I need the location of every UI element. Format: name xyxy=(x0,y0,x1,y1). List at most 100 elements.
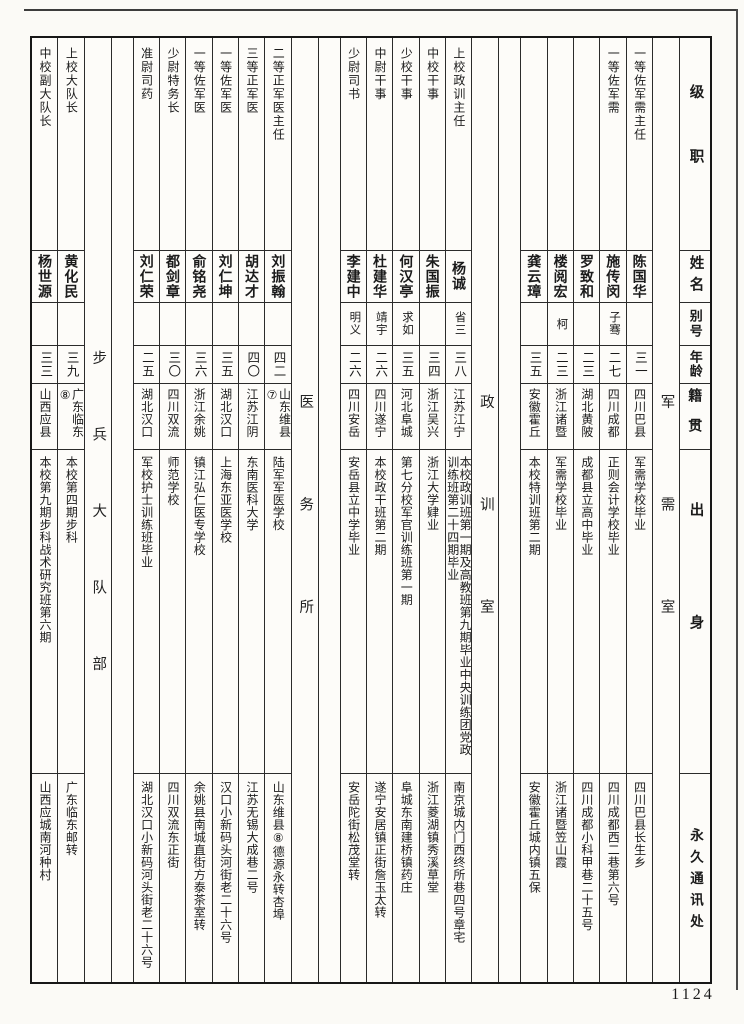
person-column: 一等佐军医 俞铭尧 三六 浙江余姚 镇江弘仁医专学校 余姚县南城直街方泰茶室转 xyxy=(185,38,212,982)
native-place-cell: 湖北汉口 xyxy=(212,384,239,451)
age-cell: 三九 xyxy=(58,346,84,384)
person-column: 中尉干事 杜建华 靖宇 二六 四川遂宁 本校政干班第二期 遂宁安居镇正街詹玉太转 xyxy=(366,38,393,982)
native-place-cell-text: 江苏江宁 xyxy=(451,387,466,438)
rank-cell-text: 上校政训主任 xyxy=(451,47,466,128)
name-cell: 都剑章 xyxy=(160,251,186,303)
address-cell-text: 四川成都小科甲巷二十五号 xyxy=(579,780,594,931)
background-cell-text: 本校第九期步科战术研究班第六期 xyxy=(37,456,52,644)
address-cell: 四川成都小科甲巷二十五号 xyxy=(574,774,599,982)
page-top-rule xyxy=(24,9,738,11)
alias-cell xyxy=(133,303,160,346)
address-cell-text: 阜城东南建桥镇药庄 xyxy=(399,780,414,894)
alias-cell xyxy=(32,303,58,346)
address-cell: 四川双流东正街 xyxy=(160,774,185,982)
address-cell: 安徽霍丘城内镇五保 xyxy=(521,774,546,982)
background-cell-text: 军需学校毕业 xyxy=(632,456,647,532)
rank-cell-text: 少尉特务长 xyxy=(165,47,180,115)
section-label: 政训室 xyxy=(477,394,494,702)
name-cell: 何汉亭 xyxy=(393,251,419,303)
address-cell-text: 山西应城南河种村 xyxy=(37,780,52,881)
alias-cell-text: 求如 xyxy=(401,311,414,337)
name-cell-text: 杨世源 xyxy=(37,253,54,299)
native-place-cell-text: 浙江诸暨 xyxy=(553,387,568,438)
alias-cell: 柯 xyxy=(547,303,574,346)
address-cell: 余姚县南城直街方泰茶室转 xyxy=(186,774,211,982)
rank-cell: 中尉干事 xyxy=(367,38,393,252)
column-header-native-place-text: 籍贯 xyxy=(687,388,704,449)
native-place-cell-text: 江苏江阴 xyxy=(244,387,259,438)
address-cell: 山西应城南河种村 xyxy=(32,774,57,982)
native-place-cell-text: 四川双流 xyxy=(165,387,180,438)
column-header-rank-text: 级职 xyxy=(687,84,704,214)
background-cell-text: 浙江大学肄业 xyxy=(425,456,440,532)
age-cell: 二六 xyxy=(340,346,367,384)
background-cell: 军需学校毕业 xyxy=(626,450,652,774)
age-cell: 二五 xyxy=(133,346,160,384)
age-cell-text: 三三 xyxy=(38,350,53,378)
address-cell-text: 广东临东邮转 xyxy=(64,780,79,856)
alias-cell xyxy=(521,303,547,346)
age-cell: 三三 xyxy=(32,346,58,384)
native-place-cell-text: 湖北汉口 xyxy=(139,387,154,438)
age-cell-text: 二六 xyxy=(373,350,388,378)
header-column: 级职 姓名 别号 年龄 籍贯 出身 永久通讯处 xyxy=(679,38,710,982)
name-cell: 刘振翰 xyxy=(265,251,291,303)
person-column: 上校大队长 黄化民 三九 广东临东⑧ 本校第四期步科 广东临东邮转 xyxy=(57,38,84,982)
alias-cell: 靖宇 xyxy=(367,303,393,346)
address-cell-text: 湖北汉口小新码河头街老二十六号 xyxy=(139,780,154,969)
address-cell-text: 四川成都西二巷第六号 xyxy=(606,780,621,906)
native-place-cell: 江苏江阴 xyxy=(239,384,265,451)
native-place-cell-text: 湖北汉口 xyxy=(218,387,233,438)
background-cell: 浙江大学肄业 xyxy=(419,450,446,774)
name-cell-text: 何汉亭 xyxy=(398,253,415,299)
background-cell: 正则会计学校毕业 xyxy=(600,450,626,774)
person-column: 中校副大队长 杨世源 三三 山西应县 本校第九期步科战术研究班第六期 山西应城南河种村 xyxy=(32,38,58,982)
address-cell: 安岳陀街松茂堂转 xyxy=(341,774,366,982)
address-cell: 四川成都西二巷第六号 xyxy=(600,774,625,982)
address-cell: 山东维县⑧德源永转杏埠 xyxy=(265,774,290,982)
name-cell-text: 杨诚 xyxy=(450,261,467,292)
person-column: 二等正军医主任 刘振翰 四二 山东维县⑦ 陆军军医学校 山东维县⑧德源永转杏埠 xyxy=(264,38,291,982)
registry-table: 级职 姓名 别号 年龄 籍贯 出身 永久通讯处 军需室 一等佐军需主任 陈国华 三一四… xyxy=(30,36,712,984)
person-column: 少尉司书 李建中 明义 二六 四川安岳 安岳县立中学毕业 安岳陀街松茂堂转 xyxy=(339,38,367,982)
background-cell-text: 第七分校军官训练班第一期 xyxy=(399,456,414,607)
address-cell-text: 江苏无锡大成巷二号 xyxy=(244,780,259,894)
name-cell: 刘仁坤 xyxy=(212,251,239,303)
native-place-cell: 山西应县 xyxy=(32,384,58,451)
rank-cell: 上校政训主任 xyxy=(446,38,472,252)
rank-cell: 三等正军医 xyxy=(239,38,265,252)
native-place-cell: 四川遂宁 xyxy=(367,384,393,451)
section-label-column: 政训室 xyxy=(471,38,498,982)
rank-cell-text: 一等佐军医 xyxy=(192,47,207,115)
native-place-cell: 江苏江宁 xyxy=(446,384,472,451)
native-place-cell-text: 山西应县 xyxy=(37,387,52,438)
person-column: 上校政训主任 杨诚 省三 三八 江苏江宁 本校政训班第一期及高教班第九期毕业中央训练团党政… xyxy=(445,38,472,982)
native-place-cell: 四川成都 xyxy=(600,384,626,451)
person-column: 一等佐军医 刘仁坤 三五 湖北汉口 上海东亚医学校 汉口小新码头河街老二十六号 xyxy=(211,38,239,982)
age-cell-text: 三〇 xyxy=(166,350,181,378)
address-cell-text: 余姚县南城直街方泰茶室转 xyxy=(192,780,207,931)
alias-cell: 省三 xyxy=(446,303,472,346)
alias-cell-text: 子骞 xyxy=(607,311,620,337)
age-cell: 三五 xyxy=(521,346,547,384)
rank-cell-text: 一等佐军医 xyxy=(218,47,233,115)
section-label-column: 医务所 xyxy=(290,38,318,982)
name-cell: 李建中 xyxy=(340,251,367,303)
name-cell-text: 陈国华 xyxy=(631,253,648,299)
address-cell: 浙江诸暨笠山霞 xyxy=(548,774,573,982)
age-cell: 三四 xyxy=(419,346,446,384)
rank-cell: 少尉特务长 xyxy=(160,38,186,252)
person-column: 少校干事 何汉亭 求如 三五 河北阜城 第七分校军官训练班第一期 阜城东南建桥镇药庄 xyxy=(392,38,419,982)
address-cell-text: 安岳陀街松茂堂转 xyxy=(346,780,361,881)
rank-cell: 一等佐军需主任 xyxy=(626,38,652,252)
background-cell-text: 成都县立高中毕业 xyxy=(579,456,594,557)
age-cell: 二三 xyxy=(547,346,574,384)
native-place-cell: 河北阜城 xyxy=(393,384,419,451)
rank-cell-text: 准尉司药 xyxy=(139,47,154,101)
rank-cell-text: 中尉干事 xyxy=(372,47,387,101)
rank-cell: 一等佐军医 xyxy=(212,38,239,252)
alias-cell-text: 明义 xyxy=(348,311,361,337)
name-cell-text: 楼阅宏 xyxy=(552,253,569,299)
age-cell: 三〇 xyxy=(160,346,186,384)
background-cell: 本校特训班第二期 xyxy=(521,450,547,774)
